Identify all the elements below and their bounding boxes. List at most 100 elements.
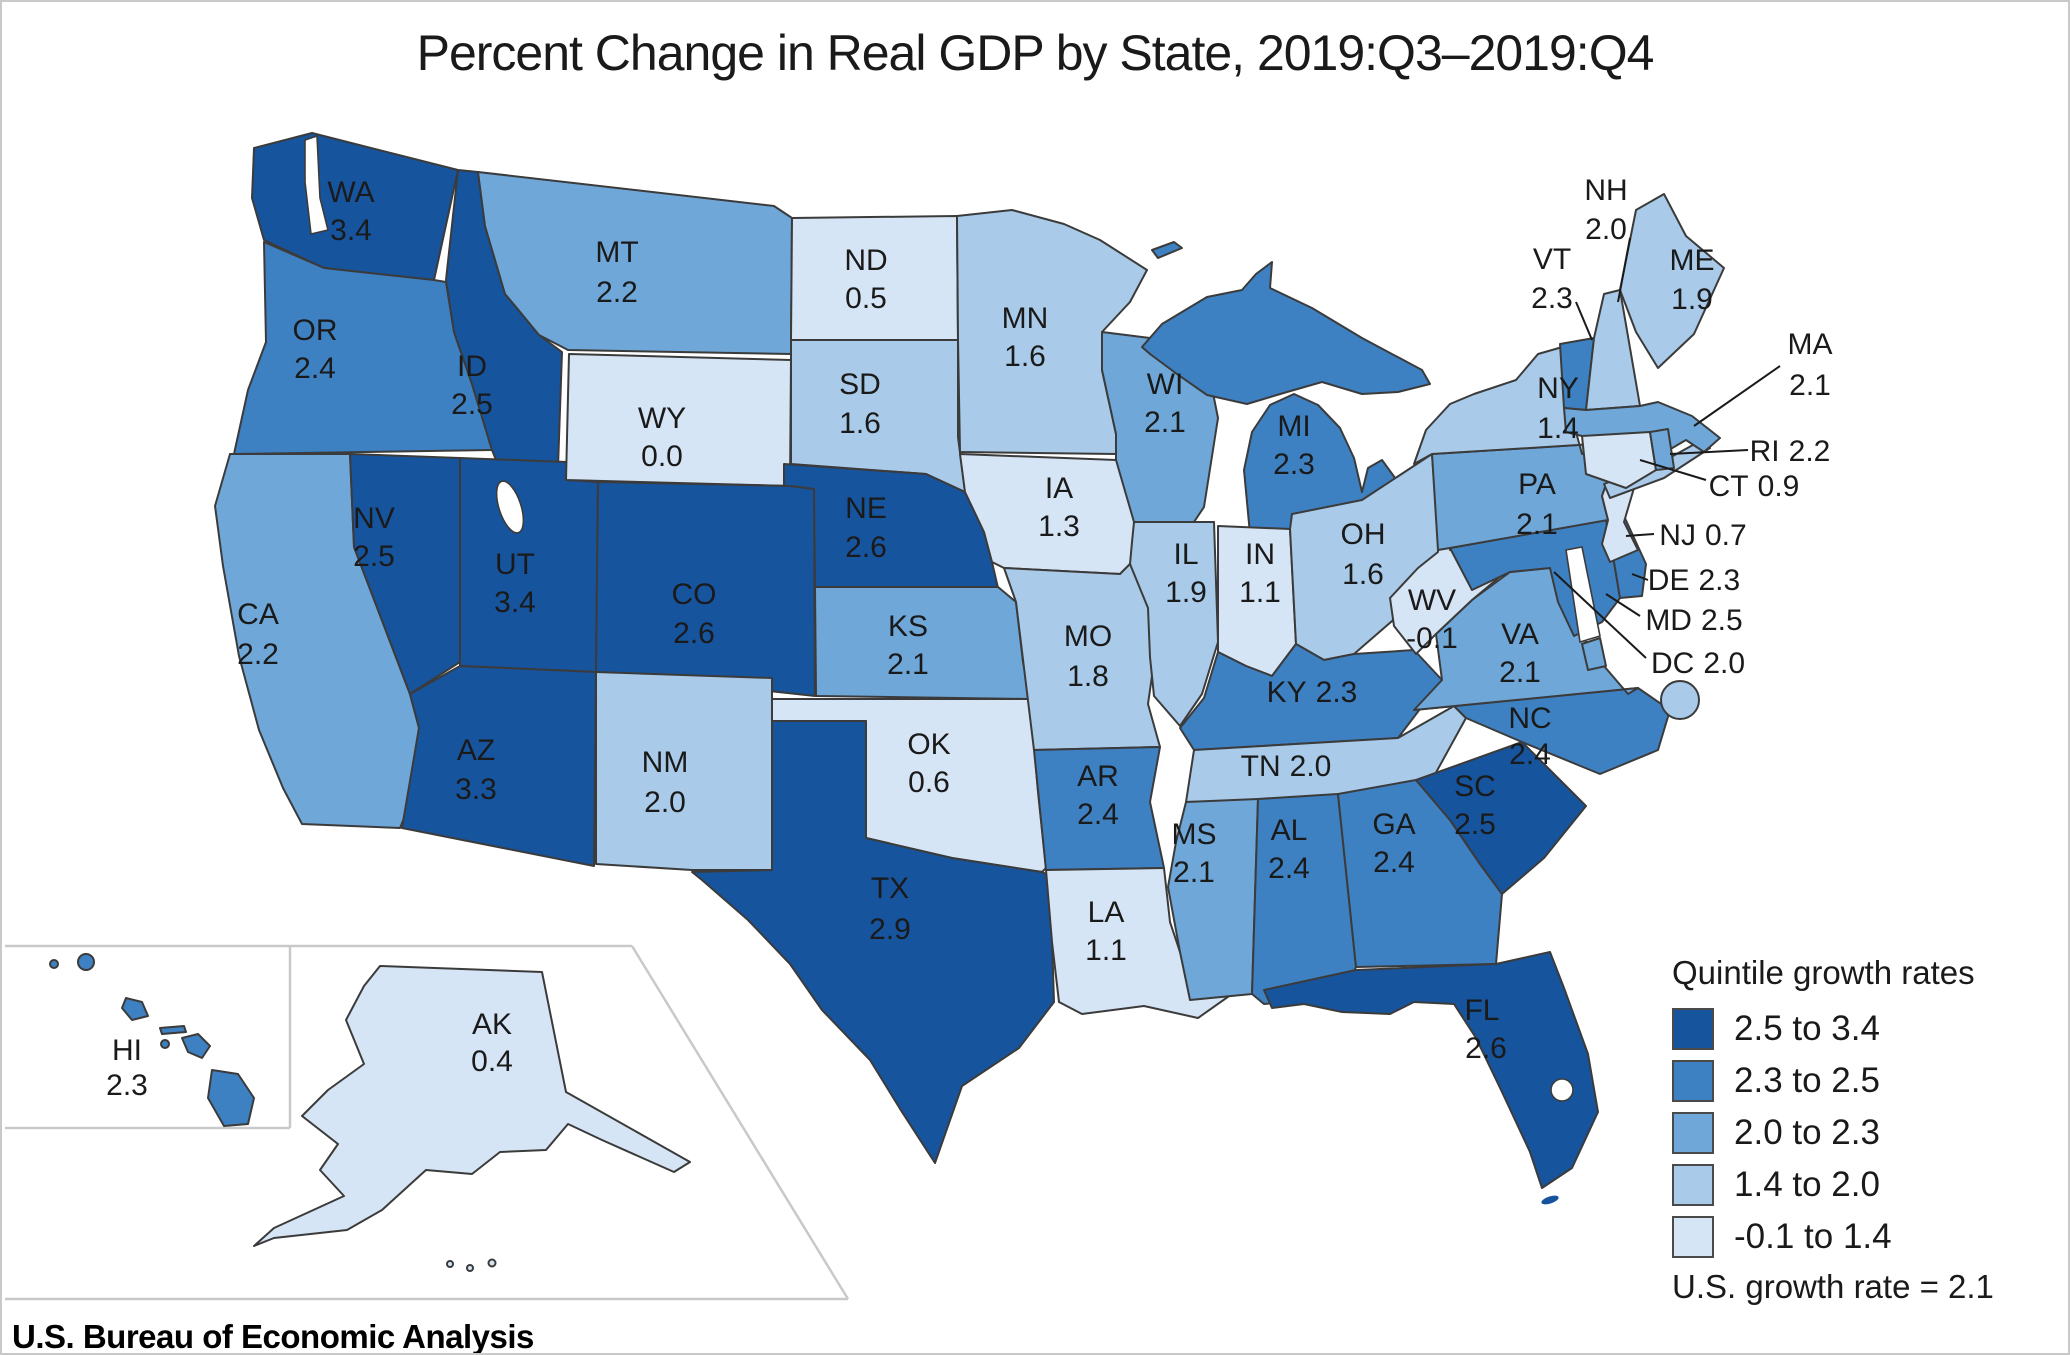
state-label-nv: NV 2.5 — [353, 502, 395, 573]
leader-de — [1631, 573, 1649, 581]
legend-note: U.S. growth rate = 2.1 — [1672, 1268, 1994, 1305]
state-label-hi: HI 2.3 — [106, 1034, 148, 1102]
legend-swatch-5 — [1672, 1216, 1714, 1258]
leader-ri — [1669, 449, 1749, 455]
legend-swatch-2 — [1672, 1060, 1714, 1102]
state-label-va: VA 2.1 — [1499, 618, 1541, 689]
state-hi-kauai — [77, 953, 95, 971]
state-label-la: LA 1.1 — [1085, 896, 1127, 967]
state-label-nh: NH 2.0 — [1584, 174, 1627, 246]
state-label-mt: MT 2.2 — [595, 236, 638, 309]
state-nd — [790, 215, 959, 341]
leader-nh — [1617, 237, 1631, 303]
legend-label-4: 1.4 to 2.0 — [1734, 1165, 1880, 1204]
state-label-ks: KS 2.1 — [887, 610, 929, 681]
state-ks — [814, 586, 1031, 700]
legend: Quintile growth rates 2.5 to 3.4 2.3 to … — [1672, 954, 2068, 1306]
state-label-sc: SC 2.5 — [1454, 770, 1496, 841]
state-label-al: AL 2.4 — [1268, 814, 1310, 885]
state-nh — [1585, 289, 1641, 411]
leader-vt — [1575, 301, 1593, 341]
state-mi-up — [1141, 261, 1431, 405]
state-label-wa: WA 3.4 — [327, 176, 374, 247]
legend-label-3: 2.0 to 2.3 — [1734, 1113, 1880, 1152]
legend-row-5: -0.1 to 1.4 — [1672, 1216, 2068, 1258]
legend-row-4: 1.4 to 2.0 — [1672, 1164, 2068, 1206]
state-ak-aleutian-1 — [446, 1260, 454, 1268]
state-hi-oahu — [121, 997, 149, 1021]
legend-title: Quintile growth rates — [1672, 954, 1975, 991]
state-az — [401, 665, 597, 867]
state-label-ga: GA 2.4 — [1372, 808, 1415, 879]
state-ar — [1033, 746, 1165, 871]
leader-md — [1605, 593, 1641, 617]
state-mi-isle-royale — [1151, 241, 1183, 259]
state-label-nm: NM 2.0 — [642, 746, 689, 819]
state-label-wy: WY 0.0 — [638, 402, 686, 473]
state-label-nj: NJ 0.7 — [1659, 519, 1746, 552]
inset-frame — [5, 944, 850, 1301]
state-label-wv: WV -0.1 — [1406, 584, 1458, 655]
leader-ma — [1693, 365, 1781, 427]
legend-swatch-1 — [1672, 1008, 1714, 1050]
state-nc — [1413, 687, 1671, 775]
state-label-az: AZ 3.3 — [455, 734, 497, 806]
state-label-or: OR 2.4 — [293, 314, 338, 385]
state-label-md: MD 2.5 — [1645, 604, 1742, 637]
state-label-ne: NE 2.6 — [845, 492, 887, 564]
state-label-mi: MI 2.3 — [1273, 410, 1315, 481]
lake-okeechobee — [1550, 1078, 1574, 1102]
chesapeake-bay — [1565, 546, 1601, 644]
state-label-il: IL 1.9 — [1165, 538, 1207, 609]
state-label-tn: TN 2.0 — [1241, 750, 1332, 783]
legend-swatch-3 — [1672, 1112, 1714, 1154]
state-nv — [349, 453, 461, 695]
state-label-sd: SD 1.6 — [839, 368, 881, 440]
state-hi-big-island — [207, 1069, 255, 1127]
source-note: U.S. Bureau of Economic Analysis — [12, 1318, 534, 1355]
state-il — [1129, 521, 1219, 727]
state-ky — [1179, 643, 1443, 751]
legend-row-3: 2.0 to 2.3 — [1672, 1112, 2068, 1154]
state-ct — [1581, 431, 1657, 489]
state-label-nd: ND 0.5 — [844, 244, 887, 315]
great-salt-lake — [495, 480, 525, 534]
state-label-ct: CT 0.9 — [1709, 470, 1800, 503]
state-hi-niihau — [49, 959, 59, 969]
page-title: Percent Change in Real GDP by State, 201… — [416, 25, 1655, 81]
state-tx — [691, 720, 1055, 1164]
state-sc — [1415, 741, 1587, 895]
state-ma — [1563, 401, 1721, 455]
state-mo — [1003, 561, 1161, 751]
state-fl — [1263, 951, 1599, 1189]
state-label-wi: WI 2.1 — [1144, 368, 1186, 439]
leader-ct — [1639, 459, 1707, 481]
state-va-eastern-shore — [1581, 637, 1607, 671]
state-hi-lanai — [160, 1039, 170, 1049]
state-hi-molokai — [159, 1025, 187, 1035]
state-label-tx: TX 2.9 — [869, 872, 911, 946]
legend-row-2: 2.3 to 2.5 — [1672, 1060, 2068, 1102]
state-mt — [477, 171, 793, 355]
legend-label-1: 2.5 to 3.4 — [1734, 1009, 1880, 1048]
state-label-id: ID 2.5 — [451, 350, 493, 421]
legend-label-5: -0.1 to 1.4 — [1734, 1217, 1892, 1256]
legend-row-1: 2.5 to 3.4 — [1672, 1008, 2068, 1050]
legend-swatch-4 — [1672, 1164, 1714, 1206]
state-label-nc: NC 2.4 — [1508, 702, 1551, 771]
state-hi-maui — [181, 1033, 211, 1059]
state-ak-aleutian-3 — [487, 1258, 497, 1268]
state-label-ok: OK 0.6 — [907, 728, 950, 799]
legend-label-2: 2.3 to 2.5 — [1734, 1061, 1880, 1100]
state-label-fl: FL 2.6 — [1464, 994, 1506, 1065]
state-label-ar: AR 2.4 — [1077, 760, 1119, 831]
state-me — [1619, 193, 1725, 369]
leader-dc — [1553, 571, 1647, 659]
state-label-ma: MA 2.1 — [1788, 328, 1833, 402]
state-label-ak: AK 0.4 — [471, 1008, 513, 1078]
state-label-vt: VT 2.3 — [1531, 243, 1573, 315]
state-label-mo: MO 1.8 — [1064, 620, 1112, 693]
state-label-ms: MS 2.1 — [1172, 818, 1217, 889]
